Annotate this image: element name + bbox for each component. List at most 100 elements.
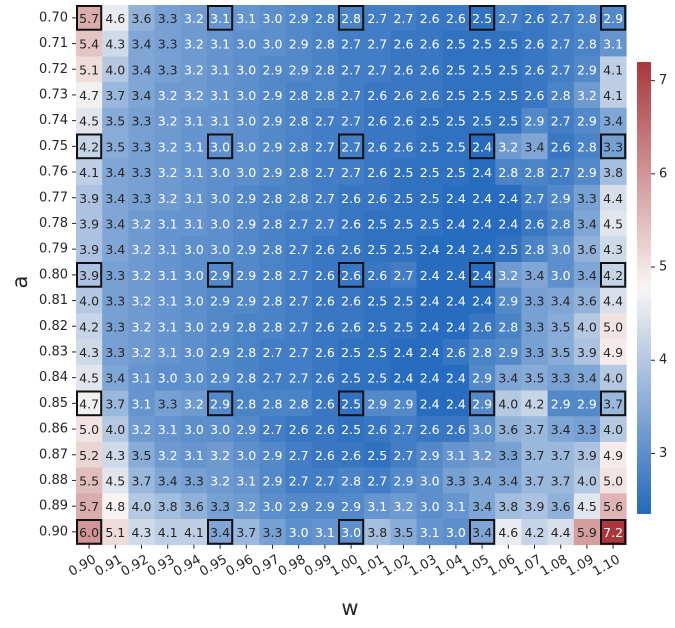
heatmap-cell bbox=[259, 56, 286, 83]
heatmap-cell bbox=[442, 56, 470, 83]
heatmap-cell bbox=[469, 56, 496, 83]
heatmap-cell bbox=[521, 339, 548, 366]
heatmap-cell bbox=[311, 467, 339, 494]
heatmap-cell bbox=[285, 5, 313, 32]
cell-value-label: 2.6 bbox=[420, 422, 440, 437]
cell-value-label: 6.0 bbox=[79, 525, 99, 540]
cell-value-label: 3.2 bbox=[184, 396, 204, 411]
cell-value-label: 3.0 bbox=[184, 345, 204, 360]
cell-value-label: 3.2 bbox=[184, 37, 204, 52]
cell-value-label: 5.0 bbox=[603, 319, 623, 334]
cell-value-label: 2.5 bbox=[341, 345, 361, 360]
heatmap-cell bbox=[547, 519, 575, 546]
heatmap-cell bbox=[259, 493, 286, 520]
heatmap-cell bbox=[154, 262, 182, 289]
heatmap-cell bbox=[364, 441, 391, 468]
cell-value-label: 3.9 bbox=[577, 448, 597, 463]
cell-value-label: 2.9 bbox=[289, 11, 309, 26]
heatmap-cell bbox=[285, 133, 313, 160]
heatmap-cell bbox=[521, 82, 548, 109]
highlight-box bbox=[600, 262, 627, 288]
heatmap-cell bbox=[573, 236, 601, 263]
heatmap-cell bbox=[102, 493, 129, 520]
heatmap-cell bbox=[390, 56, 417, 83]
heatmap-cell bbox=[390, 184, 417, 211]
cell-value-label: 2.6 bbox=[341, 216, 361, 231]
cell-value-label: 4.4 bbox=[603, 294, 623, 309]
cell-value-label: 3.3 bbox=[210, 499, 230, 514]
heatmap-cell bbox=[547, 82, 575, 109]
colorbar-gradient bbox=[637, 62, 651, 514]
heatmap-cell bbox=[495, 287, 522, 314]
heatmap-cell bbox=[233, 133, 260, 160]
heatmap-cell bbox=[233, 56, 260, 83]
colorbar-ticks: 3 4 5 6 7 bbox=[651, 73, 667, 461]
cell-value-label: 3.2 bbox=[184, 88, 204, 103]
heatmap-cell bbox=[180, 262, 208, 289]
highlight-box bbox=[338, 519, 365, 545]
heatmap-cell bbox=[416, 236, 444, 263]
cell-value-label: 2.4 bbox=[446, 216, 466, 231]
heatmap-cell bbox=[259, 287, 286, 314]
heatmap-cell bbox=[364, 184, 391, 211]
heatmap-cell bbox=[338, 30, 365, 57]
heatmap-cell bbox=[259, 133, 286, 160]
heatmap-cell bbox=[495, 441, 522, 468]
heatmap-cell bbox=[285, 30, 313, 57]
heatmap-cell bbox=[469, 313, 496, 340]
cell-value-label: 2.8 bbox=[289, 165, 309, 180]
cell-value-label: 2.6 bbox=[315, 396, 335, 411]
cell-value-label: 2.7 bbox=[498, 11, 518, 26]
heatmap-cell bbox=[469, 339, 496, 366]
heatmap-cell bbox=[495, 262, 522, 289]
cell-value-label: 2.5 bbox=[498, 88, 518, 103]
heatmap-cell bbox=[469, 107, 496, 134]
cell-value-label: 2.9 bbox=[551, 396, 571, 411]
cell-value-label: 3.0 bbox=[263, 11, 283, 26]
cell-value-label: 4.8 bbox=[105, 499, 125, 514]
cell-value-label: 2.6 bbox=[394, 62, 414, 77]
cell-value-label: 4.2 bbox=[603, 268, 623, 283]
heatmap-cell bbox=[547, 107, 575, 134]
x-axis-ticks: 0.900.910.920.930.940.950.960.970.980.99… bbox=[66, 544, 623, 580]
cell-value-label: 3.7 bbox=[525, 473, 545, 488]
cell-value-label: 3.0 bbox=[236, 88, 256, 103]
cell-value-label: 2.9 bbox=[210, 371, 230, 386]
heatmap-cell bbox=[338, 82, 365, 109]
heatmap-cell bbox=[600, 107, 627, 134]
heatmap-cell bbox=[311, 262, 339, 289]
heatmap-cell bbox=[521, 56, 548, 83]
heatmap-cell bbox=[416, 390, 444, 417]
x-tick-label: 1.10 bbox=[590, 552, 623, 579]
cell-value-label: 3.3 bbox=[446, 473, 466, 488]
cell-value-label: 2.7 bbox=[367, 11, 387, 26]
heatmap-cell bbox=[154, 441, 182, 468]
heatmap-cell bbox=[416, 416, 444, 443]
heatmap-cell bbox=[547, 287, 575, 314]
cell-value-label: 3.0 bbox=[210, 191, 230, 206]
cell-value-label: 2.7 bbox=[551, 114, 571, 129]
cell-value-label: 3.9 bbox=[79, 268, 99, 283]
cell-value-label: 2.7 bbox=[394, 11, 414, 26]
cell-value-label: 3.0 bbox=[184, 422, 204, 437]
heatmap-cell bbox=[573, 339, 601, 366]
highlight-box bbox=[207, 5, 234, 31]
cell-value-label: 2.8 bbox=[263, 396, 283, 411]
heatmap-cell bbox=[102, 390, 129, 417]
cell-value-label: 2.7 bbox=[289, 216, 309, 231]
heatmap-cell bbox=[102, 313, 129, 340]
cell-value-label: 2.7 bbox=[289, 268, 309, 283]
cell-value-label: 4.3 bbox=[105, 37, 125, 52]
cell-value-label: 2.6 bbox=[420, 11, 440, 26]
cell-value-label: 2.6 bbox=[420, 37, 440, 52]
cell-value-label: 3.7 bbox=[551, 448, 571, 463]
cell-value-label: 3.2 bbox=[132, 345, 152, 360]
heatmap-cell bbox=[442, 210, 470, 237]
cell-value-label: 2.9 bbox=[236, 294, 256, 309]
cell-value-label: 3.8 bbox=[367, 525, 387, 540]
heatmap-cell bbox=[442, 416, 470, 443]
cell-value-label: 2.7 bbox=[367, 37, 387, 52]
heatmap-cell bbox=[311, 339, 339, 366]
heatmap-cell bbox=[600, 262, 627, 289]
heatmap-cell bbox=[390, 287, 417, 314]
